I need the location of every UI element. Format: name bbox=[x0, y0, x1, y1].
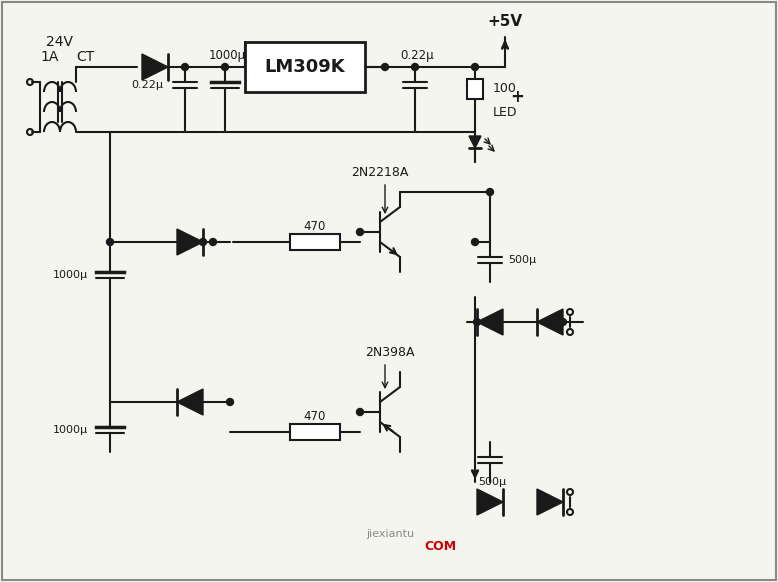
Circle shape bbox=[356, 229, 363, 236]
Circle shape bbox=[199, 239, 206, 246]
Text: 100: 100 bbox=[493, 83, 517, 95]
Text: COM: COM bbox=[424, 541, 456, 553]
Circle shape bbox=[471, 63, 478, 70]
Text: jiexiantu: jiexiantu bbox=[366, 529, 414, 539]
Text: 470: 470 bbox=[304, 410, 326, 424]
Polygon shape bbox=[469, 136, 481, 148]
Bar bbox=[467, 79, 483, 99]
FancyBboxPatch shape bbox=[245, 42, 365, 92]
Bar bbox=[290, 424, 340, 440]
Circle shape bbox=[356, 409, 363, 416]
Text: CT: CT bbox=[76, 50, 94, 64]
Polygon shape bbox=[477, 309, 503, 335]
Circle shape bbox=[486, 189, 493, 196]
Text: 500μ: 500μ bbox=[478, 477, 506, 487]
Text: 1000μ: 1000μ bbox=[53, 425, 88, 435]
Polygon shape bbox=[537, 309, 563, 335]
Text: 0.22μ: 0.22μ bbox=[131, 80, 163, 90]
Text: +5V: +5V bbox=[488, 15, 523, 30]
Text: 1A: 1A bbox=[40, 50, 59, 64]
Circle shape bbox=[412, 63, 419, 70]
Text: LM309K: LM309K bbox=[265, 58, 345, 76]
Text: 470: 470 bbox=[304, 221, 326, 233]
Circle shape bbox=[381, 63, 388, 70]
Text: 1000μ: 1000μ bbox=[53, 270, 88, 280]
Text: 24V: 24V bbox=[47, 35, 73, 49]
Circle shape bbox=[181, 63, 188, 70]
Text: 0.22μ: 0.22μ bbox=[400, 48, 434, 62]
Polygon shape bbox=[142, 54, 168, 80]
Text: +: + bbox=[510, 88, 524, 106]
Text: 1000μ: 1000μ bbox=[209, 48, 246, 62]
Bar bbox=[290, 234, 340, 250]
Circle shape bbox=[559, 318, 566, 325]
Text: LED: LED bbox=[493, 105, 517, 119]
Polygon shape bbox=[477, 489, 503, 515]
Circle shape bbox=[222, 63, 229, 70]
Circle shape bbox=[107, 239, 114, 246]
Text: 500μ: 500μ bbox=[508, 255, 536, 265]
Circle shape bbox=[226, 399, 233, 406]
Circle shape bbox=[209, 239, 216, 246]
Text: 2N2218A: 2N2218A bbox=[352, 165, 408, 179]
Polygon shape bbox=[177, 389, 203, 415]
Circle shape bbox=[471, 239, 478, 246]
Polygon shape bbox=[537, 489, 563, 515]
Polygon shape bbox=[177, 229, 203, 255]
Text: 2N398A: 2N398A bbox=[365, 346, 415, 359]
Circle shape bbox=[474, 318, 481, 325]
